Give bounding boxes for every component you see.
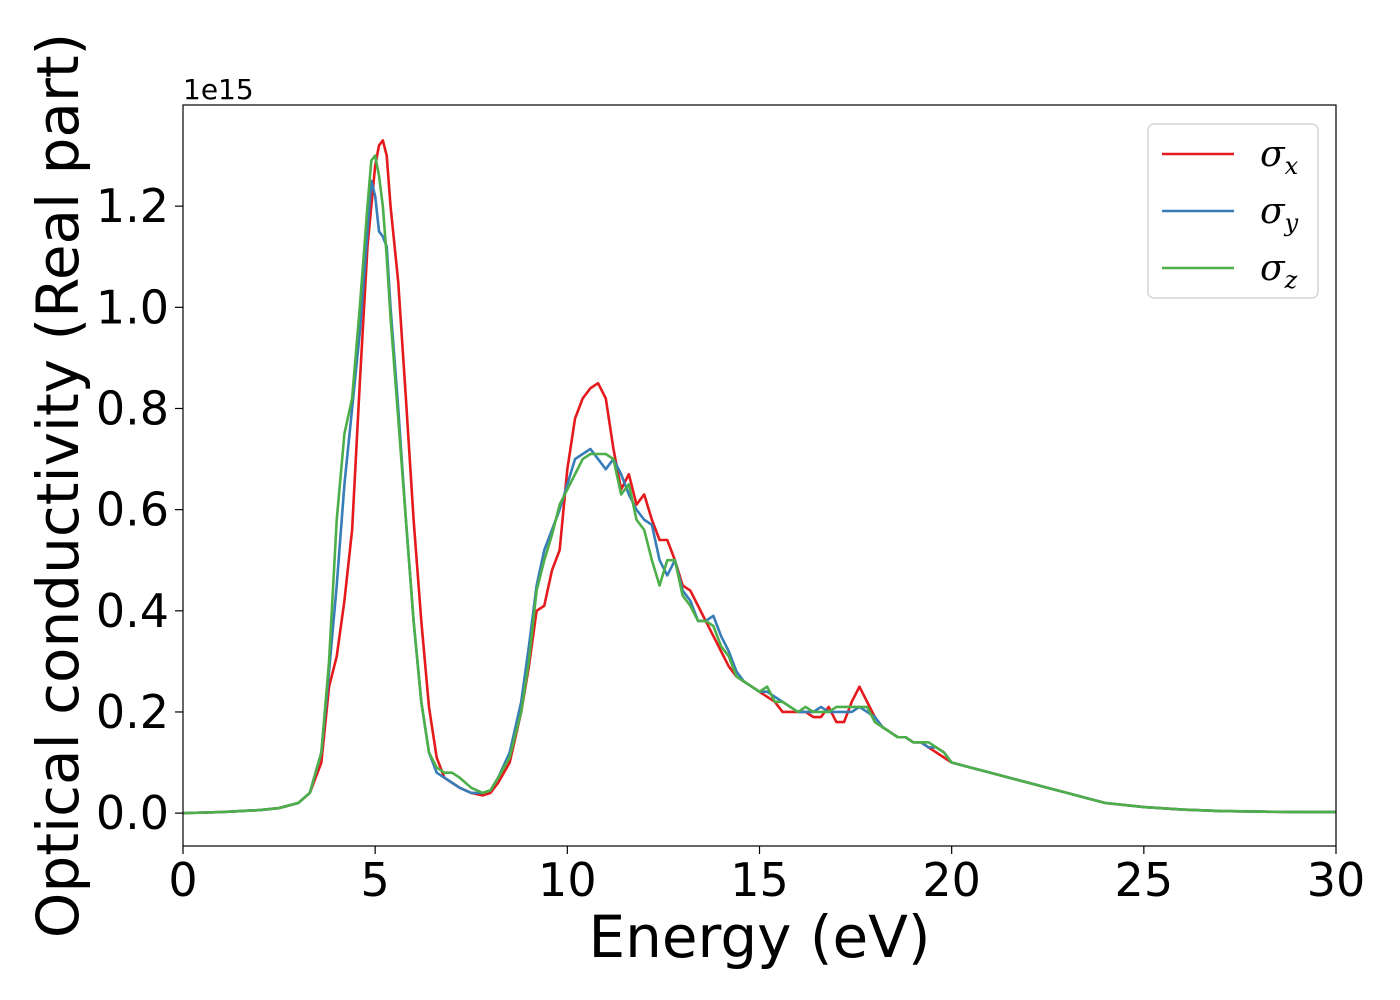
y-tick-label: 1.0 [96,280,169,334]
y-tick-label: 0.6 [96,483,169,537]
x-tick-label: 10 [538,853,597,907]
x-tick-label: 15 [730,853,789,907]
legend-label-z: σz [1260,248,1298,294]
x-tick-label: 20 [922,853,981,907]
y-tick-label: 0.0 [96,786,169,840]
x-tick-label: 5 [361,853,390,907]
series-layer [183,139,1336,815]
y-axis-title: Optical conductivity (Real part) [24,33,92,938]
legend-label-x: σx [1260,134,1299,180]
x-axis-title: Energy (eV) [588,903,930,971]
series-line-z [183,154,1336,815]
y-tick-label: 0.8 [96,381,169,435]
y-tick-label: 0.4 [96,584,169,638]
x-tick-label: 25 [1115,853,1174,907]
x-tick-label: 30 [1307,853,1366,907]
ticks-layer: 0 5 10 15 20 25 30 0.0 0.2 0.4 0.6 0.8 1.0 1.2 [96,179,1365,907]
y-tick-label: 0.2 [96,685,169,739]
legend: σx σy σz [1147,123,1319,299]
legend-label-y: σy [1260,191,1299,237]
y-tick-label: 1.2 [96,179,169,233]
x-tick-label: 0 [168,853,197,907]
y-offset-label: 1e15 [183,73,254,106]
